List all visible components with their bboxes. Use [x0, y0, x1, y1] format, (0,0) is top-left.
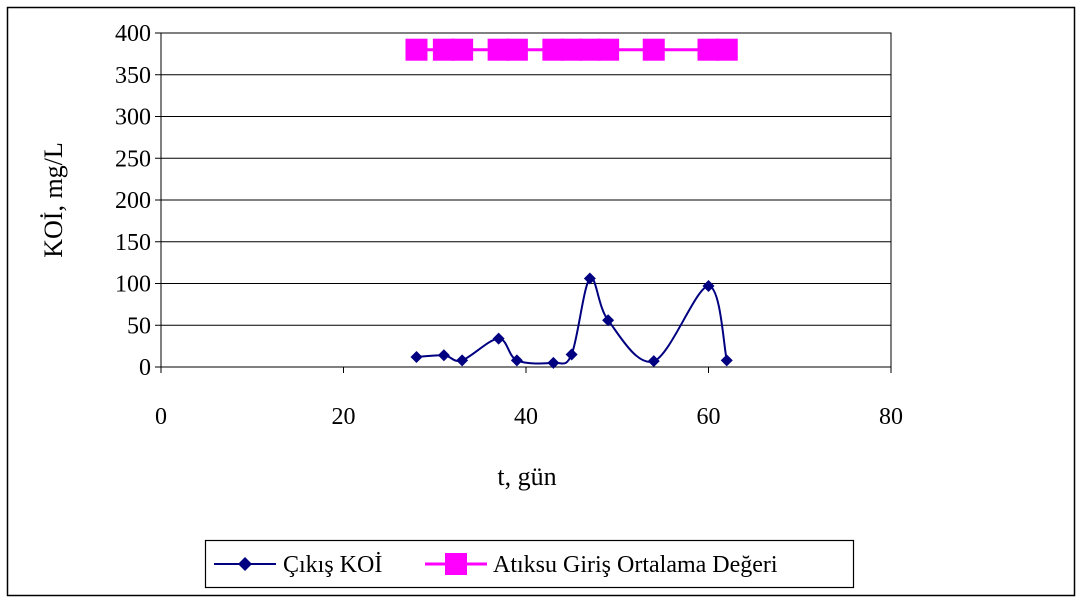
- x-axis-title: t, gün: [497, 462, 556, 491]
- grid: [161, 32, 891, 326]
- x-tick-label: 80: [879, 404, 903, 430]
- x-tick-label: 60: [697, 404, 721, 430]
- data-point-atiksu-giris: [597, 38, 620, 61]
- legend-diamond-marker-icon: [238, 557, 252, 571]
- data-point-cikis-koi: [647, 355, 660, 368]
- data-point-cikis-koi: [456, 354, 469, 367]
- data-point-cikis-koi: [602, 314, 615, 327]
- chart-frame: [6, 6, 1076, 597]
- y-tick-label: 150: [115, 230, 151, 256]
- y-tick-label: 350: [115, 63, 151, 89]
- data-point-cikis-koi: [492, 332, 505, 345]
- y-tick-label: 0: [139, 355, 151, 381]
- data-point-atiksu-giris: [542, 38, 565, 61]
- y-tick-label: 250: [115, 146, 151, 172]
- axes: 0 50 100 150 200 250 300 350 400 0 20 40 60 80: [115, 21, 903, 430]
- data-point-cikis-koi: [720, 354, 733, 367]
- data-point-atiksu-giris: [578, 38, 601, 61]
- legend-square-marker-icon: [445, 553, 467, 575]
- series-group: [405, 38, 738, 369]
- legend-item-cikis-koi: Çıkış KOİ: [214, 552, 382, 578]
- data-point-cikis-koi: [410, 350, 423, 363]
- data-point-cikis-koi: [510, 354, 523, 367]
- y-tick-label: 200: [115, 188, 151, 214]
- y-tick-label: 300: [115, 105, 151, 131]
- x-tick-label: 20: [332, 404, 356, 430]
- legend-box: [204, 539, 855, 589]
- data-point-cikis-koi: [583, 272, 596, 285]
- data-point-atiksu-giris: [405, 38, 428, 61]
- y-tick-label: 50: [127, 313, 151, 339]
- y-tick-label: 100: [115, 272, 151, 298]
- data-point-cikis-koi: [565, 348, 578, 361]
- legend-label-atiksu-giris: Atıksu Giriş Ortalama Değeri: [493, 552, 778, 578]
- x-tick-label: 40: [514, 404, 538, 430]
- data-point-cikis-koi: [547, 356, 560, 369]
- legend: Çıkış KOİ Atıksu Giriş Ortalama Değeri: [204, 539, 855, 589]
- data-point-atiksu-giris: [451, 38, 474, 61]
- x-tick-label: 0: [155, 404, 167, 430]
- data-point-atiksu-giris: [642, 38, 665, 61]
- data-point-cikis-koi: [702, 280, 715, 293]
- data-point-atiksu-giris: [432, 38, 455, 61]
- data-point-atiksu-giris: [505, 38, 528, 61]
- legend-item-atiksu-giris: Atıksu Giriş Ortalama Değeri: [425, 552, 778, 578]
- y-axis-title: KOİ, mg/L: [39, 142, 68, 258]
- data-point-atiksu-giris: [487, 38, 510, 61]
- data-point-atiksu-giris: [715, 38, 738, 61]
- data-point-atiksu-giris: [697, 38, 720, 61]
- data-point-cikis-koi: [437, 349, 450, 362]
- y-tick-label: 400: [115, 21, 151, 47]
- legend-label-cikis-koi: Çıkış KOİ: [283, 552, 382, 578]
- data-point-atiksu-giris: [560, 38, 583, 61]
